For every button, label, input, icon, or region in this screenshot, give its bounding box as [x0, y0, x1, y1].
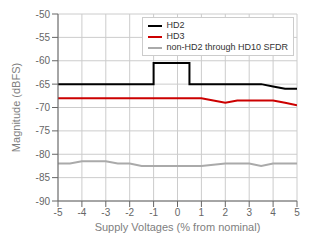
svg-text:-65: -65 — [36, 79, 51, 90]
svg-text:-55: -55 — [36, 32, 51, 43]
svg-text:-5: -5 — [54, 207, 63, 218]
svg-text:-70: -70 — [36, 102, 51, 113]
svg-text:1: 1 — [199, 207, 205, 218]
svg-text:5: 5 — [294, 207, 300, 218]
html-text:HD3: HD3 — [166, 31, 185, 41]
svg-text:Supply Voltages (% from nomina: Supply Voltages (% from nominal) — [95, 221, 261, 233]
svg-text:3: 3 — [246, 207, 252, 218]
svg-text:-60: -60 — [36, 55, 51, 66]
svg-text:-90: -90 — [36, 196, 51, 207]
svg-text:2: 2 — [223, 207, 229, 218]
svg-text:4: 4 — [270, 207, 276, 218]
html-text:HD2: HD2 — [166, 20, 185, 30]
html-text:non-HD2 through HD10 SFDR: non-HD2 through HD10 SFDR — [166, 42, 288, 52]
svg-text:-80: -80 — [36, 149, 51, 160]
svg-text:-85: -85 — [36, 172, 51, 183]
svg-text:-75: -75 — [36, 125, 51, 136]
svg-text:Magnitude (dBFS): Magnitude (dBFS) — [10, 63, 22, 152]
svg-text:-50: -50 — [36, 9, 51, 20]
svg-text:-2: -2 — [125, 207, 134, 218]
svg-text:0: 0 — [175, 207, 181, 218]
svg-text:-1: -1 — [149, 207, 158, 218]
svg-text:-3: -3 — [101, 207, 110, 218]
svg-text:-4: -4 — [77, 207, 86, 218]
